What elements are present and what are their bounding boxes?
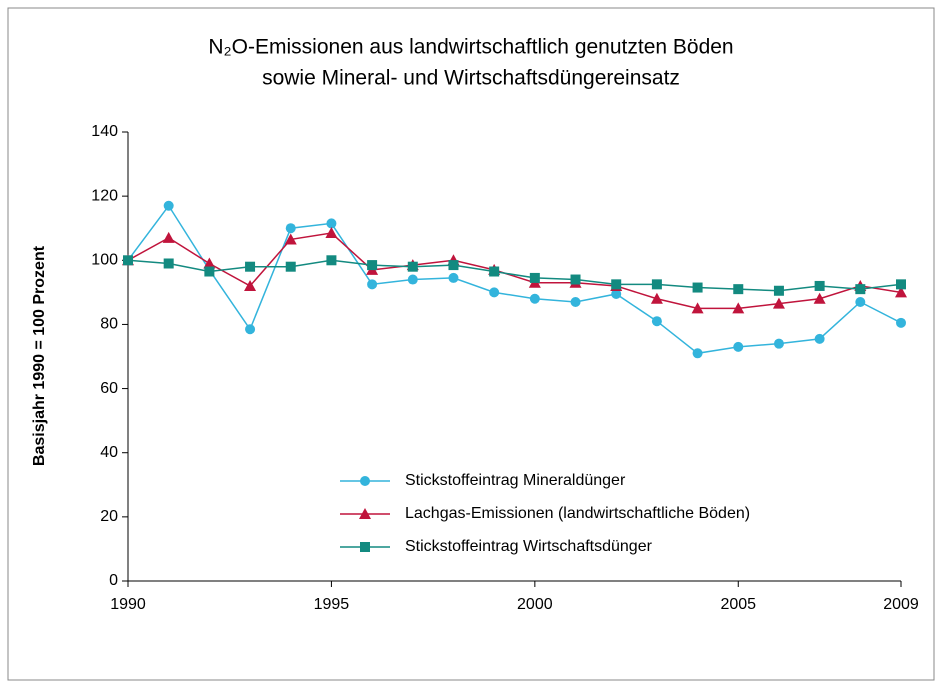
marker: [855, 296, 866, 307]
marker: [651, 316, 662, 327]
marker: [813, 292, 826, 304]
marker: [245, 261, 256, 272]
marker: [855, 284, 866, 295]
marker: [651, 279, 662, 290]
y-tick-label: 120: [91, 187, 118, 204]
series-line: [127, 259, 902, 292]
chart-title: N₂O-Emissionen aus landwirtschaftlich ge…: [208, 36, 733, 59]
series-line: [127, 204, 902, 355]
marker: [285, 261, 296, 272]
marker: [650, 292, 663, 304]
y-tick-label: 100: [91, 252, 118, 269]
x-tick-label: 2009: [883, 596, 919, 613]
marker: [896, 317, 906, 328]
marker: [448, 260, 459, 271]
marker: [570, 296, 581, 307]
marker: [407, 274, 418, 285]
frame: [7, 7, 935, 681]
marker: [162, 231, 175, 243]
marker: [814, 280, 825, 291]
marker: [529, 272, 540, 283]
marker: [284, 233, 297, 245]
marker: [692, 348, 703, 359]
marker: [448, 272, 459, 283]
y-tick-label: 0: [109, 572, 118, 589]
marker: [814, 333, 825, 344]
marker: [489, 266, 500, 277]
marker: [123, 255, 133, 266]
series-line: [127, 232, 902, 310]
marker: [691, 302, 704, 314]
marker: [204, 266, 215, 277]
marker: [773, 338, 784, 349]
marker: [367, 260, 378, 271]
legend-marker: [359, 508, 371, 519]
marker: [285, 223, 296, 234]
legend-label: Lachgas-Emissionen (landwirtschaftliche …: [405, 505, 750, 522]
marker: [570, 274, 581, 285]
marker: [326, 255, 337, 266]
marker: [692, 282, 703, 293]
marker: [163, 200, 174, 211]
marker: [733, 341, 744, 352]
marker: [489, 287, 500, 298]
legend-marker: [360, 542, 370, 552]
marker: [529, 293, 540, 304]
x-tick-label: 1990: [110, 596, 146, 613]
marker: [732, 302, 745, 314]
marker: [611, 288, 622, 299]
marker: [773, 285, 784, 296]
marker: [245, 324, 256, 335]
marker: [733, 284, 744, 295]
marker: [325, 227, 338, 239]
y-tick-label: 80: [100, 316, 118, 333]
chart-title: sowie Mineral- und Wirtschaftsdüngereins…: [262, 67, 680, 90]
legend-label: Stickstoffeintrag Mineraldünger: [405, 472, 626, 489]
y-tick-label: 40: [100, 444, 118, 461]
marker: [367, 279, 378, 290]
marker: [896, 279, 906, 290]
x-tick-label: 2000: [517, 596, 553, 613]
marker: [203, 257, 216, 269]
y-tick-label: 140: [91, 123, 118, 140]
y-axis-label: Basisjahr 1990 = 100 Prozent: [31, 245, 48, 466]
marker: [326, 218, 337, 229]
x-tick-label: 2005: [720, 596, 756, 613]
x-tick-label: 1995: [314, 596, 350, 613]
marker: [772, 297, 785, 309]
marker: [407, 261, 418, 272]
marker: [163, 258, 174, 269]
legend-marker: [360, 476, 370, 486]
y-tick-label: 60: [100, 380, 118, 397]
y-tick-label: 20: [100, 508, 118, 525]
marker: [895, 286, 907, 298]
marker: [244, 279, 257, 291]
marker: [611, 279, 622, 290]
legend-label: Stickstoffeintrag Wirtschaftsdünger: [405, 538, 653, 555]
